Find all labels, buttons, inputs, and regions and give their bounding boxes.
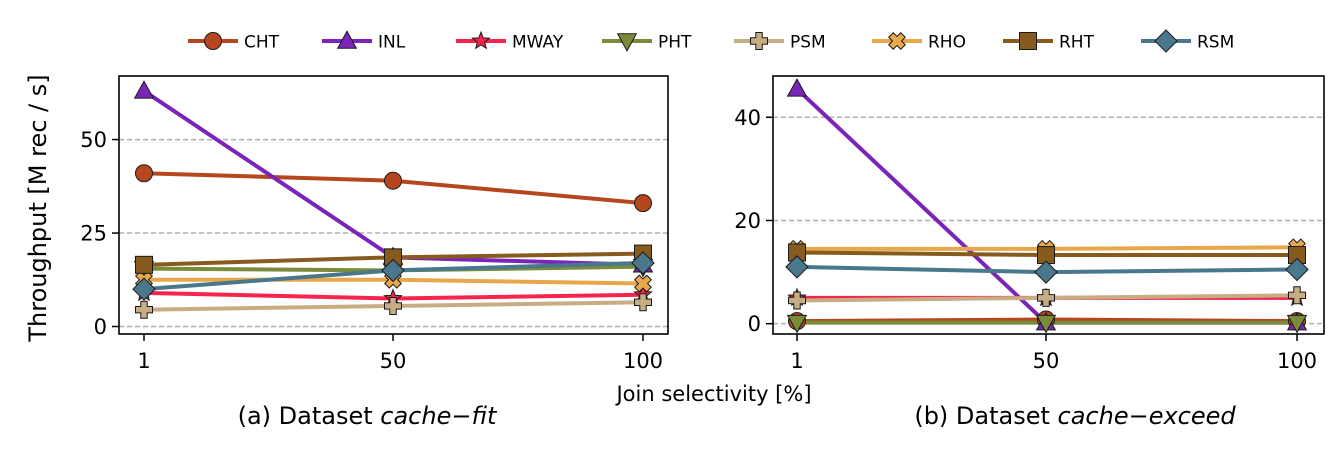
data-point-psm [384, 296, 402, 315]
legend-item-rsm: RSM [1141, 29, 1234, 53]
legend-item-cht: CHT [188, 32, 280, 53]
data-point-rsm [1285, 257, 1309, 282]
caption-b-prefix: (b) Dataset [914, 402, 1057, 430]
legend-label: RHO [928, 33, 966, 53]
data-point-inl [133, 80, 155, 99]
legend-item-mway: MWAY [456, 30, 564, 53]
legend-item-pht: PHT [602, 33, 692, 53]
data-point-pht [1035, 314, 1057, 334]
legend-label: RSM [1197, 33, 1234, 53]
legend-label: INL [378, 33, 406, 53]
legend-item-inl: INL [322, 30, 406, 53]
y-axis-label: Throughput [M rec / s] [24, 74, 52, 342]
x-tick-label: 50 [380, 349, 407, 373]
data-point-rsm [785, 255, 809, 279]
legend-label: MWAY [512, 33, 564, 53]
data-point-rht [135, 255, 153, 274]
legend-marker-inl [336, 30, 358, 49]
data-point-rsm [631, 251, 655, 275]
data-point-rsm [132, 277, 156, 301]
legend-item-rht: RHT [1003, 32, 1095, 53]
legend-marker-rho [888, 32, 906, 50]
legend-marker-mway [471, 30, 491, 50]
legend-marker-psm [750, 32, 768, 50]
x-tick-label: 1 [790, 349, 803, 373]
panel-b: 0 20 40 1 50 100 [734, 75, 1325, 373]
data-point-pht [1286, 314, 1308, 334]
data-point-psm [1037, 288, 1055, 307]
data-point-rsm [381, 258, 405, 283]
legend-marker-rht [1019, 32, 1037, 50]
legend-label: CHT [244, 33, 280, 53]
legend: CHT INL MWAY PHT PSM RHO RHT RSM [188, 29, 1234, 53]
y-tick-label: 50 [80, 128, 107, 152]
y-tick-label: 20 [734, 209, 761, 233]
legend-item-psm: PSM [734, 32, 826, 53]
y-tick-label: 25 [80, 222, 107, 246]
x-tick-label: 100 [623, 349, 663, 373]
y-tick-label: 0 [94, 315, 107, 339]
x-tick-label: 1 [137, 349, 150, 373]
caption-a: (a) Dataset cache−fit [238, 402, 498, 430]
data-point-rho [634, 274, 652, 293]
caption-a-prefix: (a) Dataset [238, 402, 381, 430]
y-tick-label: 0 [748, 312, 761, 336]
legend-label: RHT [1059, 33, 1095, 53]
caption-b: (b) Dataset cache−exceed [914, 402, 1236, 430]
y-tick-label: 40 [734, 106, 761, 130]
legend-label: PHT [658, 33, 692, 53]
x-tick-label: 50 [1033, 349, 1060, 373]
data-point-cht [135, 164, 153, 183]
data-point-psm [788, 291, 806, 310]
legend-marker-pht [616, 33, 638, 52]
data-point-psm [1288, 286, 1306, 305]
series-line-inl [795, 87, 1297, 325]
data-point-cht [634, 194, 652, 213]
legend-item-rho: RHO [872, 32, 966, 53]
caption-b-dataset: cache−exceed [1058, 402, 1237, 430]
data-point-psm [634, 293, 652, 312]
data-point-cht [384, 171, 402, 190]
data-point-psm [135, 300, 153, 319]
legend-label: PSM [790, 33, 826, 53]
data-point-inl [786, 78, 808, 97]
caption-a-dataset: cache−fit [380, 402, 498, 430]
legend-marker-rsm [1154, 29, 1178, 53]
data-point-rsm [1034, 260, 1058, 284]
panel-a: 0 25 50 1 50 100 [80, 75, 669, 373]
x-axis-label: Join selectivity [%] [614, 382, 811, 406]
axes-frame [772, 75, 1325, 335]
plot-area [785, 78, 1309, 334]
legend-marker-cht [204, 32, 222, 50]
plot-area [132, 80, 655, 319]
x-tick-label: 100 [1277, 349, 1317, 373]
data-point-pht [786, 314, 808, 334]
